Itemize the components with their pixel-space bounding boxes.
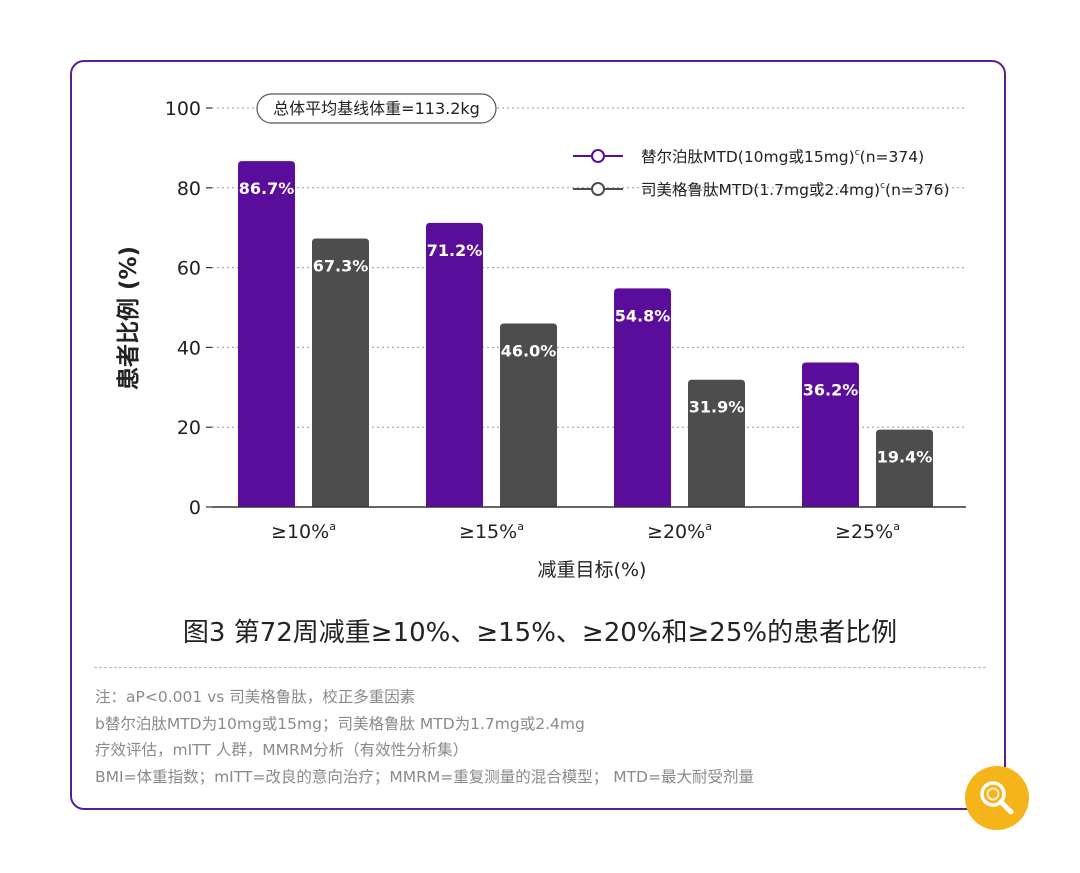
search-icon xyxy=(980,781,1014,815)
data-labels: 86.7% 67.3% 71.2% 46.0% 54.8% 31.9% 36.2% 19.4% xyxy=(239,179,933,467)
bar-semaglutide xyxy=(312,238,369,507)
bar-value-label: 71.2% xyxy=(427,241,483,260)
bar-tirzepatide xyxy=(238,161,295,507)
footnote-1: 注：aP<0.001 vs 司美格鲁肽，校正多重因素 xyxy=(95,688,416,706)
bar-tirzepatide xyxy=(614,288,671,507)
y-tick-label: 60 xyxy=(177,258,201,280)
figure-title: 图3 第72周减重≥10%、≥15%、≥20%和≥25%的患者比例 xyxy=(182,618,898,648)
legend-label-semaglutide: 司美格鲁肽MTD(1.7mg或2.4mg)c(n=376) xyxy=(641,181,950,199)
bar-value-label: 54.8% xyxy=(615,306,671,325)
bar-semaglutide xyxy=(500,323,557,507)
bar-value-label: 46.0% xyxy=(501,341,557,360)
legend-marker-semaglutide xyxy=(591,182,605,196)
bar-value-label: 36.2% xyxy=(803,381,859,400)
x-category-label: ≥10%a xyxy=(271,520,336,543)
x-category-label: ≥20%a xyxy=(647,520,712,543)
bars xyxy=(238,161,933,508)
baseline-annotation: 总体平均基线体重=113.2kg xyxy=(273,99,480,118)
bar-semaglutide xyxy=(688,379,745,507)
bar-value-label: 86.7% xyxy=(239,179,295,198)
x-category-label: ≥25%a xyxy=(835,520,900,543)
footnote-4: BMI=体重指数；mITT=改良的意向治疗；MMRM=重复测量的混合模型； MT… xyxy=(95,767,754,786)
search-badge[interactable] xyxy=(965,766,1029,830)
x-axis-categories: ≥10%a ≥15%a ≥20%a ≥25%a xyxy=(271,520,900,543)
bar-tirzepatide xyxy=(802,362,859,507)
legend-label-tirzepatide: 替尔泊肽MTD(10mg或15mg)c(n=374) xyxy=(641,148,924,166)
footnote-3: 疗效评估，mITT 人群，MMRM分析（有效性分析集） xyxy=(95,741,469,759)
y-axis-ticks: 0 20 40 60 80 100 xyxy=(165,98,212,519)
y-tick-label: 80 xyxy=(177,178,201,200)
y-tick-label: 0 xyxy=(189,497,201,519)
x-category-label: ≥15%a xyxy=(459,520,524,543)
footnotes: 注：aP<0.001 vs 司美格鲁肽，校正多重因素 b替尔泊肽MTD为10mg… xyxy=(95,684,955,790)
baseline-annotation-pill xyxy=(256,93,497,124)
y-tick-label: 20 xyxy=(177,417,201,439)
bar-tirzepatide xyxy=(426,222,483,508)
bar-semaglutide xyxy=(876,429,933,507)
bar-value-label: 67.3% xyxy=(313,256,369,275)
bar-value-label: 19.4% xyxy=(877,448,933,467)
footnote-2: b替尔泊肽MTD为10mg或15mg；司美格鲁肽 MTD为1.7mg或2.4mg xyxy=(95,714,585,733)
bar-chart: 0 20 40 60 80 100 86.7% 67.3% 71.2% 46.0% 54.8% 31… xyxy=(115,93,966,581)
y-axis-title: 患者比例 (%) xyxy=(115,246,142,390)
bar-value-label: 31.9% xyxy=(689,398,745,417)
x-axis-title: 减重目标(%) xyxy=(538,559,647,581)
legend: 替尔泊肽MTD(10mg或15mg)c(n=374) 司美格鲁肽MTD(1.7m… xyxy=(573,148,950,199)
legend-marker-tirzepatide xyxy=(591,149,605,163)
y-tick-label: 40 xyxy=(177,337,201,359)
y-tick-label: 100 xyxy=(165,98,201,120)
divider xyxy=(94,667,986,668)
